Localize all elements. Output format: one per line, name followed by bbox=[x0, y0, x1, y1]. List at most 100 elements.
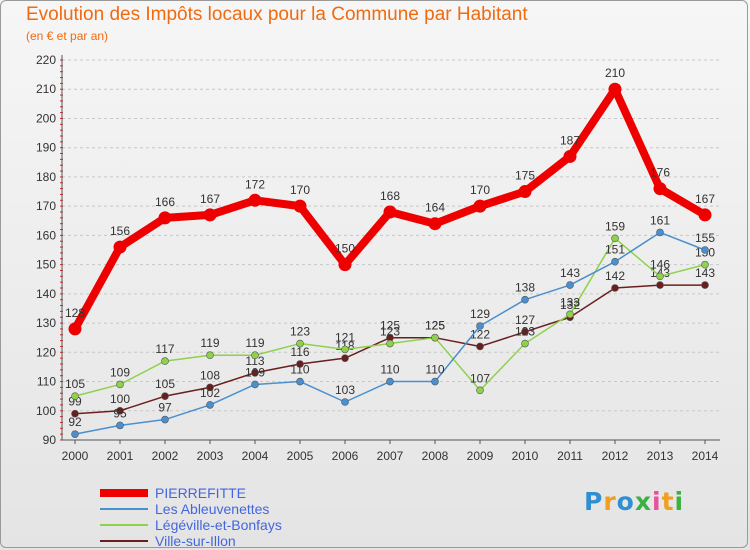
data-label: 123 bbox=[380, 325, 400, 339]
data-label: 102 bbox=[200, 386, 220, 400]
data-label: 132 bbox=[560, 298, 580, 312]
data-point bbox=[341, 398, 349, 406]
logo-letter: i bbox=[674, 487, 685, 516]
data-point bbox=[701, 260, 709, 269]
data-label: 103 bbox=[335, 383, 355, 397]
x-tick-label: 2004 bbox=[242, 449, 269, 463]
y-tick-label: 160 bbox=[36, 228, 56, 242]
data-label: 129 bbox=[470, 307, 490, 321]
data-label: 116 bbox=[290, 345, 309, 359]
data-point bbox=[431, 377, 439, 386]
data-point bbox=[656, 272, 664, 281]
data-label: 105 bbox=[65, 377, 85, 391]
data-point bbox=[251, 380, 259, 389]
data-label: 143 bbox=[695, 266, 715, 280]
x-tick-label: 2003 bbox=[197, 449, 224, 463]
y-tick-label: 220 bbox=[36, 53, 56, 67]
data-point bbox=[656, 281, 664, 289]
y-tick-label: 210 bbox=[36, 82, 56, 96]
logo-letter: o bbox=[616, 487, 635, 516]
data-point bbox=[206, 351, 214, 360]
data-label: 187 bbox=[560, 133, 580, 147]
y-tick-label: 90 bbox=[43, 433, 57, 447]
chart-title: Evolution des Impôts locaux pour la Comm… bbox=[26, 4, 528, 25]
data-point bbox=[248, 193, 262, 207]
data-label: 100 bbox=[110, 392, 130, 406]
data-label: 125 bbox=[425, 319, 445, 333]
data-point bbox=[251, 368, 259, 377]
legend-swatch bbox=[100, 508, 148, 510]
logo-letter: P bbox=[584, 487, 604, 516]
data-point bbox=[431, 333, 439, 342]
data-point bbox=[476, 342, 484, 351]
data-point bbox=[611, 284, 619, 292]
data-point bbox=[518, 185, 532, 199]
x-tick-label: 2007 bbox=[377, 449, 404, 463]
data-point bbox=[206, 401, 214, 409]
legend-label: Légéville-et-Bonfays bbox=[155, 517, 282, 533]
x-tick-label: 2012 bbox=[602, 449, 629, 463]
data-point bbox=[116, 380, 124, 389]
data-label: 110 bbox=[380, 363, 399, 377]
y-tick-label: 140 bbox=[36, 287, 56, 301]
data-label: 97 bbox=[158, 401, 172, 415]
x-tick-label: 2006 bbox=[332, 449, 359, 463]
data-label: 123 bbox=[515, 325, 535, 339]
y-tick-label: 120 bbox=[36, 345, 56, 359]
data-point bbox=[161, 415, 169, 424]
data-label: 123 bbox=[290, 325, 310, 339]
logo-letter: x bbox=[634, 487, 652, 516]
data-label: 92 bbox=[68, 415, 82, 429]
data-point bbox=[341, 345, 349, 354]
data-label: 164 bbox=[425, 201, 445, 215]
data-label: 161 bbox=[650, 213, 670, 227]
data-label: 138 bbox=[515, 281, 535, 295]
x-tick-label: 2011 bbox=[557, 449, 583, 463]
data-label: 113 bbox=[245, 354, 264, 368]
data-label: 151 bbox=[605, 243, 625, 257]
data-label: 110 bbox=[425, 363, 444, 377]
data-label: 125 bbox=[425, 319, 445, 333]
data-point bbox=[563, 149, 577, 163]
data-label: 146 bbox=[650, 257, 670, 271]
data-label: 210 bbox=[605, 66, 625, 80]
y-tick-label: 200 bbox=[36, 111, 56, 125]
y-tick-label: 170 bbox=[36, 199, 56, 213]
data-label: 156 bbox=[110, 224, 130, 238]
data-point bbox=[476, 322, 484, 330]
data-label: 105 bbox=[155, 377, 175, 391]
x-tick-label: 2002 bbox=[152, 449, 179, 463]
data-point bbox=[611, 234, 619, 243]
x-tick-label: 2014 bbox=[692, 449, 719, 463]
data-point bbox=[566, 310, 574, 319]
data-point bbox=[428, 217, 442, 231]
data-point bbox=[383, 205, 397, 219]
data-label: 170 bbox=[290, 183, 310, 197]
y-tick-label: 150 bbox=[36, 258, 56, 272]
data-point bbox=[116, 406, 124, 415]
data-label: 107 bbox=[470, 371, 490, 385]
data-point bbox=[476, 386, 484, 395]
data-label: 175 bbox=[515, 169, 535, 183]
data-point bbox=[701, 281, 709, 289]
data-point bbox=[521, 339, 529, 348]
data-point bbox=[293, 199, 307, 213]
logo-letter: t bbox=[661, 487, 675, 516]
data-point bbox=[386, 377, 394, 386]
data-point bbox=[113, 240, 127, 254]
data-label: 125 bbox=[380, 319, 400, 333]
x-tick-label: 2001 bbox=[107, 449, 134, 463]
legend-swatch bbox=[100, 489, 148, 497]
data-label: 119 bbox=[200, 336, 219, 350]
data-point bbox=[701, 246, 709, 254]
data-point bbox=[296, 339, 304, 348]
data-label: 109 bbox=[110, 365, 130, 379]
x-tick-label: 2013 bbox=[647, 449, 674, 463]
data-label: 167 bbox=[200, 192, 220, 206]
y-tick-label: 180 bbox=[36, 170, 56, 184]
data-point bbox=[698, 208, 712, 222]
data-point bbox=[71, 392, 79, 400]
x-tick-label: 2008 bbox=[422, 449, 449, 463]
